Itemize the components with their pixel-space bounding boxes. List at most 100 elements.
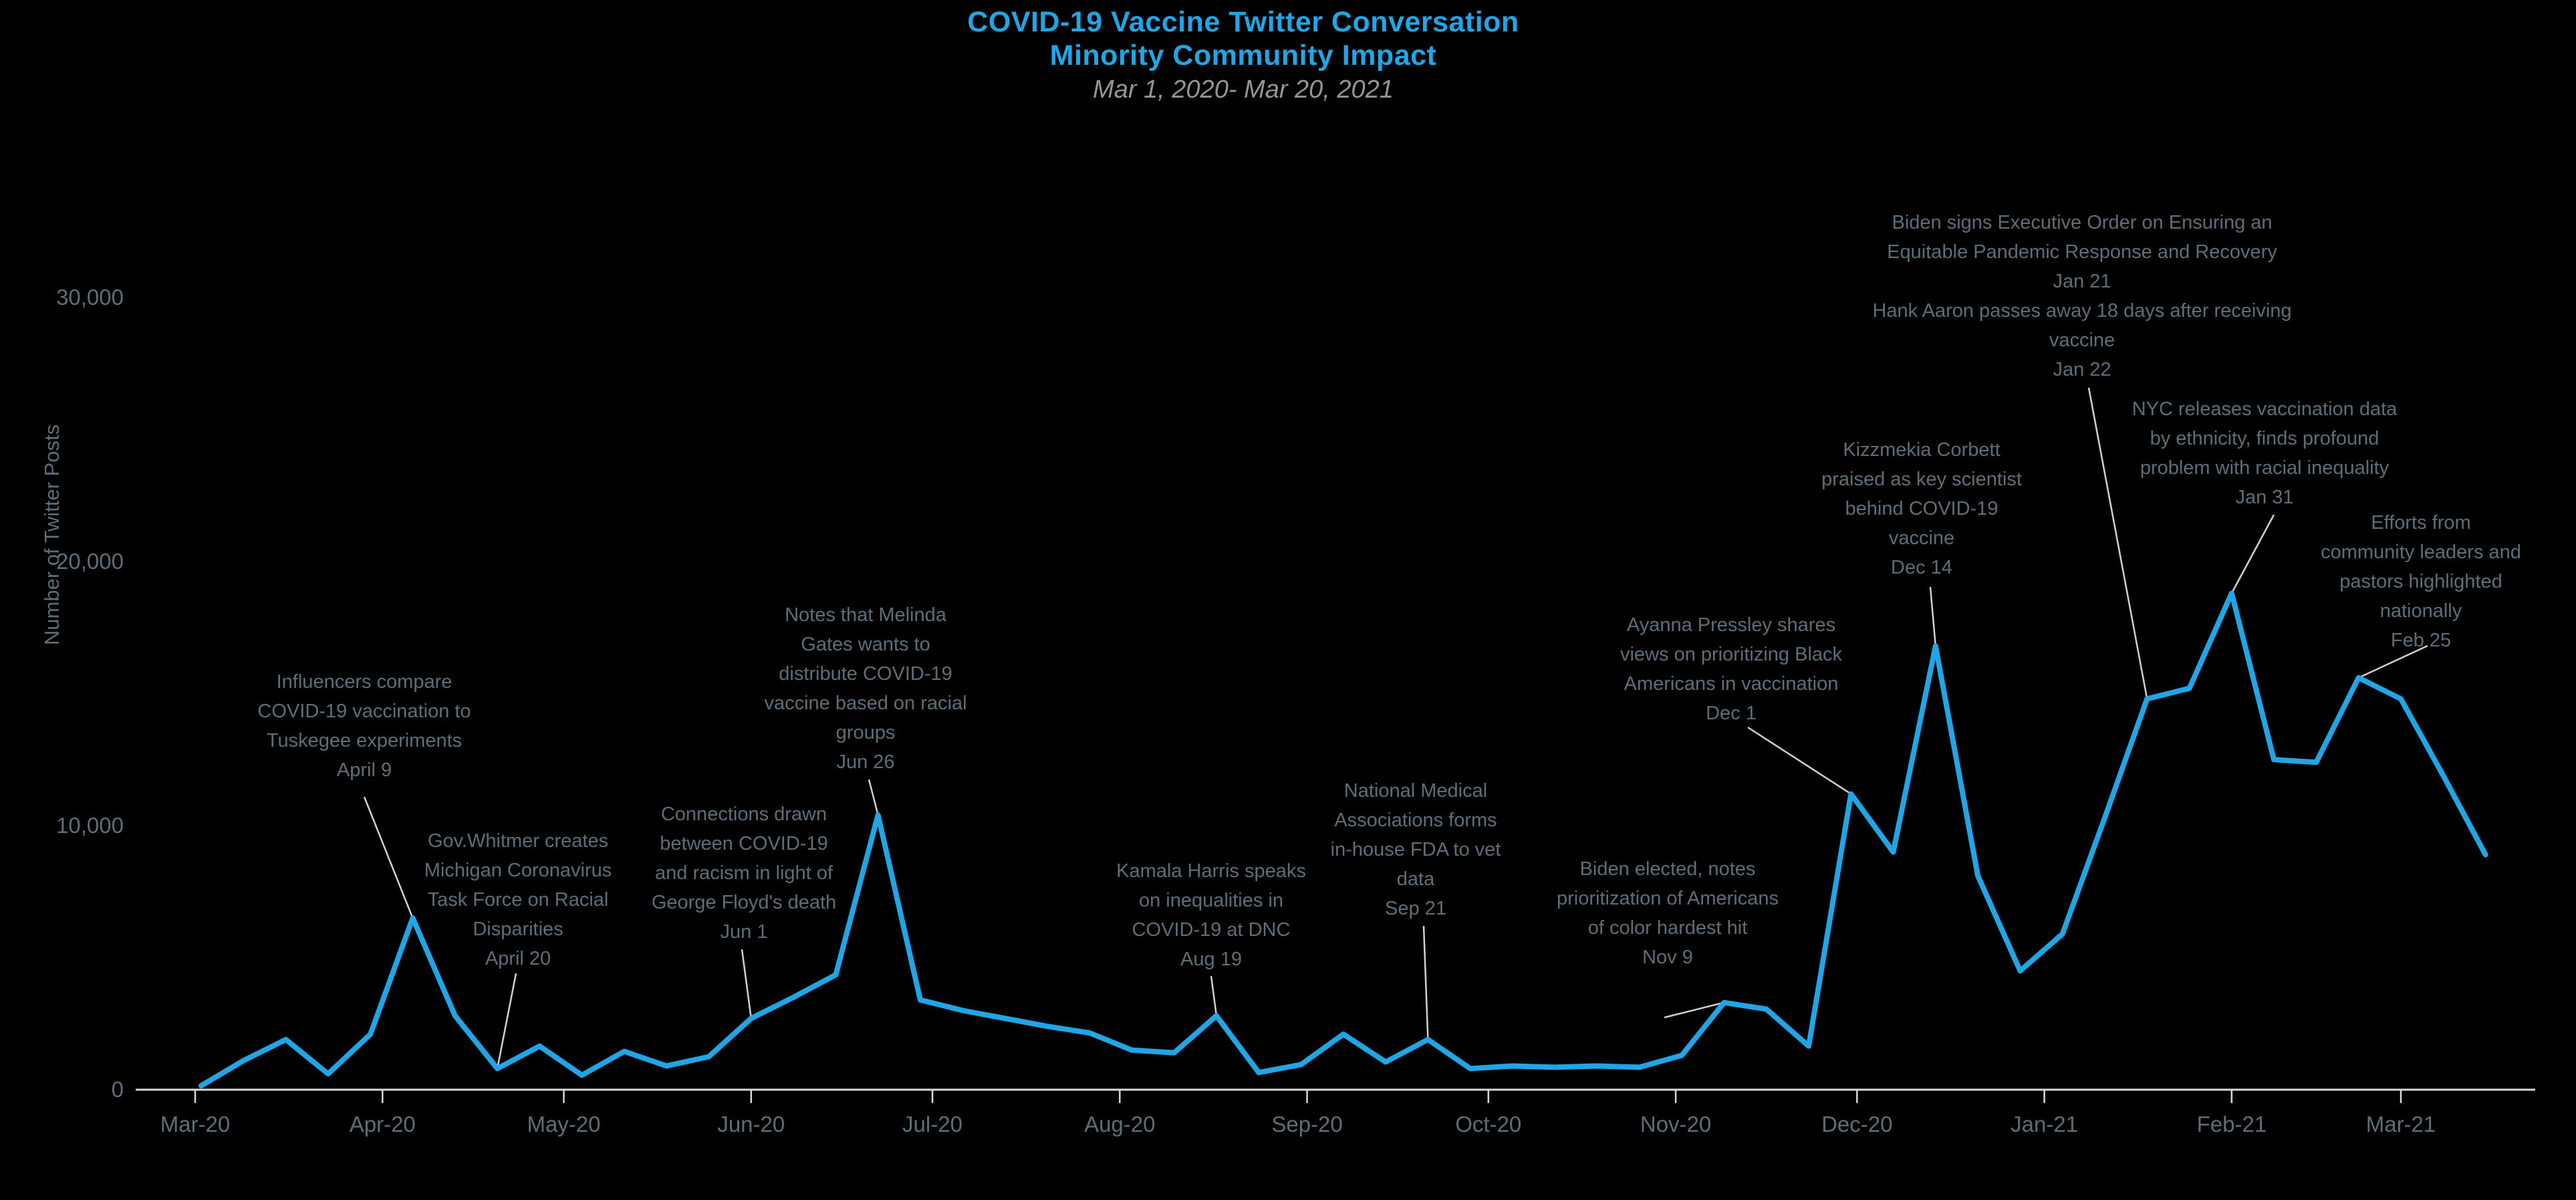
annotation-george-floyd: Connections drawn between COVID-19 and rac… [652, 800, 836, 947]
annotation-kizzmekia-corbett: Kizzmekia Corbett praised as key scientis… [1821, 435, 2022, 582]
annotation-line: Influencers compare [276, 671, 453, 693]
annotation-line: Jun 1 [720, 921, 768, 943]
x-tick-label: Dec-20 [1821, 1112, 1893, 1136]
chart-title-line1: COVID-19 Vaccine Twitter Conversation [967, 6, 1519, 38]
annotation-line: Hank Aaron passes away 18 days after rec… [1872, 300, 2292, 322]
y-tick-label: 20,000 [56, 549, 124, 574]
annotation-line: Associations forms [1334, 810, 1497, 831]
annotation-line: Jan 31 [2235, 487, 2294, 508]
title-block: COVID-19 Vaccine Twitter Conversation Mi… [967, 5, 1519, 106]
annotation-line: Disparities [473, 919, 563, 940]
x-tick-label: Mar-20 [160, 1112, 231, 1136]
annotation-nyc-data: NYC releases vaccination data by ethnicit… [2132, 394, 2398, 512]
x-tick-label: Jul-20 [902, 1112, 962, 1136]
annotation-line: vaccine [2049, 330, 2115, 351]
y-axis-title: Number of Twitter Posts [40, 424, 63, 646]
annotation-line: data [1396, 868, 1435, 890]
annotation-line: Dec 14 [1891, 557, 1952, 578]
annotation-line: behind COVID-19 [1845, 498, 1999, 519]
annotation-line: problem with racial inequality [2140, 457, 2390, 479]
annotation-line: distribute COVID-19 [779, 663, 952, 685]
annotation-ayanna-pressley: Ayanna Pressley shares views on prioritiz… [1620, 610, 1842, 728]
leader-line-tuskegee [363, 796, 414, 919]
annotation-line: vaccine [1888, 527, 1955, 549]
x-tick-label: Oct-20 [1455, 1112, 1522, 1136]
leader-line-whitmer [496, 973, 517, 1069]
annotation-line: Gov.Whitmer creates [427, 830, 609, 852]
annotation-line: April 20 [485, 948, 551, 969]
leader-line-george-floyd [741, 949, 753, 1019]
x-tick-label: Mar-21 [2365, 1112, 2436, 1136]
annotation-line: COVID-19 vaccination to [257, 701, 471, 722]
leader-line-ayanna-pressley [1747, 726, 1851, 795]
annotation-line: Sep 21 [1385, 898, 1446, 919]
annotation-line: by ethnicity, finds profound [2150, 428, 2379, 449]
y-tick-label: 10,000 [56, 813, 124, 838]
x-tick-label: Jun-20 [717, 1112, 785, 1136]
x-tick-label: Aug-20 [1084, 1112, 1156, 1136]
annotation-line: views on prioritizing Black [1620, 644, 1843, 665]
x-tick-label: Nov-20 [1640, 1112, 1712, 1136]
chart-title-line2: Minority Community Impact [1049, 39, 1437, 72]
annotation-line: between COVID-19 [660, 833, 828, 854]
annotation-line: Michigan Coronavirus [424, 860, 612, 881]
leader-line-kizzmekia-corbett [1929, 586, 1937, 646]
annotation-line: on inequalities in [1138, 890, 1284, 911]
annotation-line: Gates wants to [801, 634, 930, 655]
leader-line-nma-fda [1422, 925, 1429, 1040]
twitter-posts-series [199, 590, 2488, 1089]
annotation-line: groups [835, 722, 896, 743]
annotation-whitmer: Gov.Whitmer creates Michigan Coronavirus T… [424, 826, 612, 973]
annotation-melinda-gates: Notes that Melinda Gates wants to distribu… [764, 600, 967, 777]
leader-line-kamala-harris [1210, 975, 1218, 1016]
annotation-community-leaders: Efforts from community leaders and pastors… [2321, 508, 2521, 655]
annotation-line: pastors highlighted [2339, 571, 2502, 592]
y-tick-label: 30,000 [56, 285, 124, 310]
leader-line-melinda-gates [868, 779, 879, 816]
annotation-line: Tuskegee experiments [266, 730, 463, 751]
annotation-line: NYC releases vaccination data [2132, 398, 2398, 420]
annotation-line: Task Force on Racial [427, 889, 609, 911]
annotation-line: Nov 9 [1642, 947, 1693, 968]
annotation-line: praised as key scientist [1821, 469, 2022, 490]
x-tick-label: Sep-20 [1271, 1112, 1343, 1136]
annotation-tuskegee: Influencers compare COVID-19 vaccination … [257, 667, 471, 785]
annotation-line: Kizzmekia Corbett [1843, 439, 2001, 461]
annotation-kamala-harris: Kamala Harris speaks on inequalities in CO… [1116, 856, 1306, 974]
annotation-line: Americans in vaccination [1624, 673, 1839, 695]
annotation-line: Notes that Melinda [785, 604, 946, 626]
annotation-line: community leaders and [2321, 542, 2521, 563]
leader-line-community-leaders [2358, 644, 2428, 679]
annotation-line: April 9 [336, 759, 392, 781]
annotation-line: Jun 26 [836, 751, 895, 773]
x-tick-label: Apr-20 [349, 1112, 416, 1136]
annotation-line: Aug 19 [1180, 949, 1242, 970]
annotation-line: Jan 21 [2053, 271, 2111, 292]
y-tick-label: 0 [111, 1077, 124, 1102]
annotation-line: COVID-19 at DNC [1132, 919, 1291, 941]
annotation-line: Efforts from [2371, 512, 2471, 533]
annotation-line: George Floyd's death [651, 892, 837, 913]
x-tick-label: May-20 [527, 1112, 601, 1136]
annotation-biden-elected: Biden elected, notes prioritization of Am… [1557, 854, 1779, 972]
annotation-line: in-house FDA to vet [1330, 839, 1501, 860]
annotation-line: Jan 22 [2053, 359, 2111, 380]
annotation-line: Equitable Pandemic Response and Recovery [1887, 241, 2277, 263]
leader-line-jan-21-22 [2087, 387, 2148, 699]
annotation-line: Feb 25 [2390, 630, 2452, 651]
annotation-line: nationally [2379, 600, 2462, 622]
annotation-jan-21-22: Biden signs Executive Order on Ensuring … [1872, 208, 2291, 384]
annotation-line: and racism in light of [655, 862, 833, 884]
annotation-line: Dec 1 [1706, 703, 1757, 724]
leader-line-biden-elected [1664, 1001, 1724, 1019]
chart-subtitle: Mar 1, 2020- Mar 20, 2021 [1093, 76, 1394, 104]
x-tick-label: Jan-21 [2011, 1112, 2079, 1136]
annotation-line: Biden elected, notes [1579, 858, 1756, 880]
annotation-line: prioritization of Americans [1556, 888, 1779, 909]
x-tick-label: Feb-21 [2196, 1112, 2267, 1136]
annotation-line: of color hardest hit [1587, 917, 1748, 939]
annotation-line: vaccine based on racial [764, 693, 967, 714]
annotation-line: Kamala Harris speaks [1116, 860, 1306, 882]
